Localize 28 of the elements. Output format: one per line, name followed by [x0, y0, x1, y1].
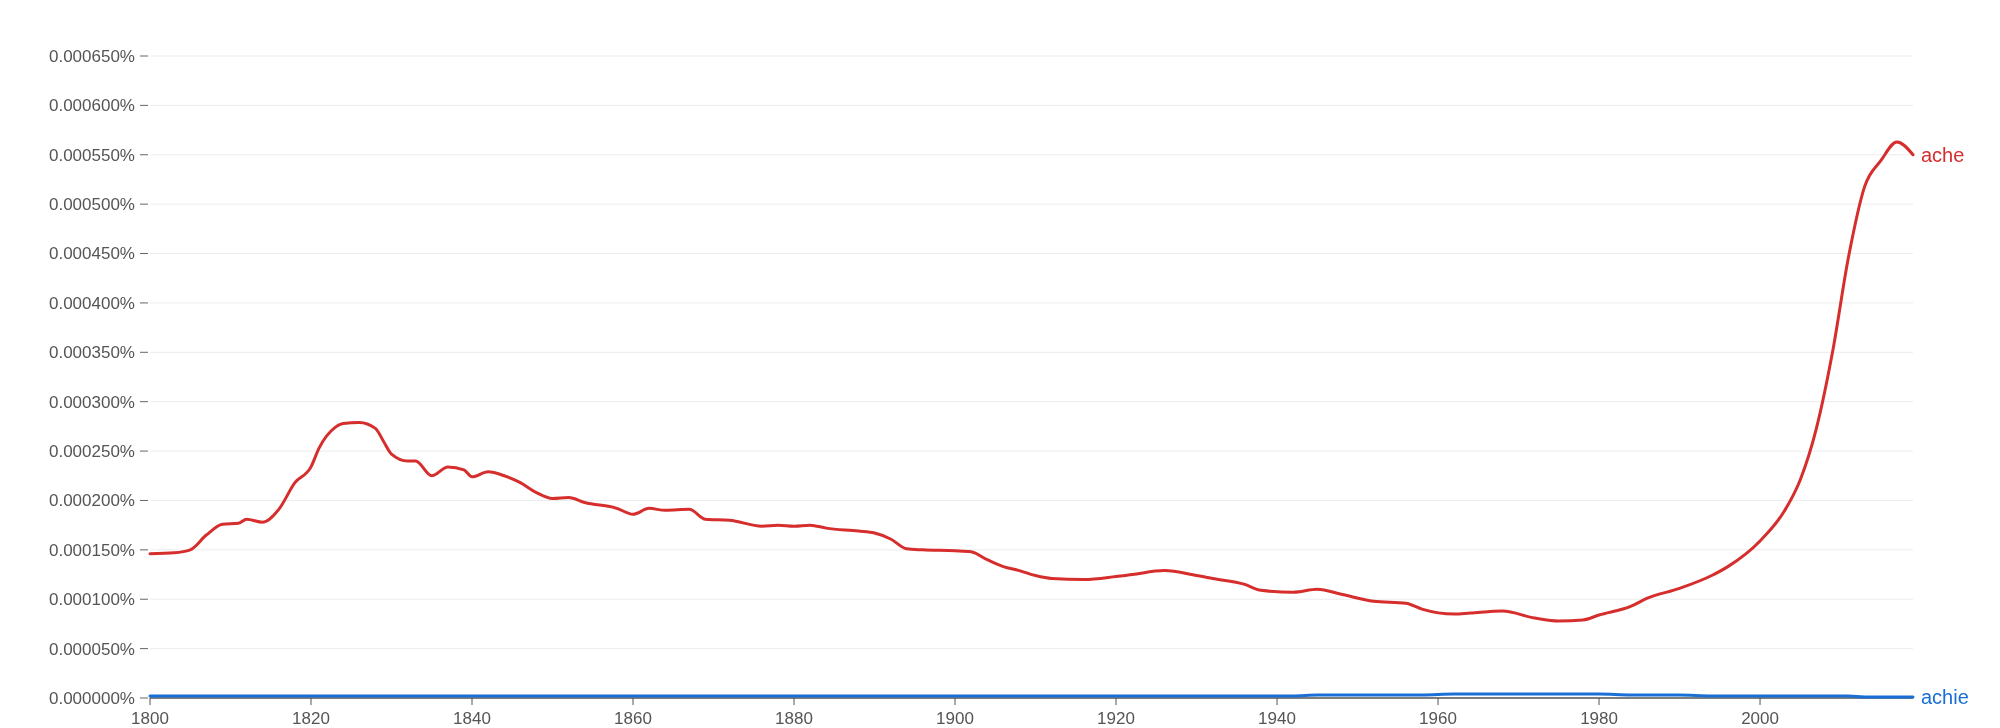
series-label: achie — [1921, 686, 1969, 709]
x-tick-label: 1820 — [292, 709, 330, 728]
x-tick-label: 1840 — [453, 709, 491, 728]
y-tick-label: 0.000500% — [48, 195, 135, 215]
x-tick-label: 1880 — [775, 709, 813, 728]
x-tick-label: 1920 — [1097, 709, 1135, 728]
x-tick-label: 2000 — [1741, 709, 1779, 728]
y-tick-label: 0.000400% — [48, 293, 135, 313]
y-tick-label: 0.000600% — [48, 96, 135, 116]
y-tick-label: 0.000450% — [48, 244, 135, 264]
y-tick-label: 0.000550% — [48, 145, 135, 165]
y-tick-label: 0.000200% — [48, 491, 135, 511]
y-tick-label: 0.000650% — [48, 46, 135, 66]
x-tick-label: 1960 — [1419, 709, 1457, 728]
y-tick-label: 0.000050% — [48, 639, 135, 659]
y-tick-label: 0.000300% — [48, 392, 135, 412]
y-tick-label: 0.000000% — [48, 688, 135, 708]
x-tick-label: 1860 — [614, 709, 652, 728]
y-tick-label: 0.000150% — [48, 540, 135, 560]
y-tick-label: 0.000100% — [48, 590, 135, 610]
x-tick-label: 1800 — [131, 709, 169, 728]
x-tick-label: 1900 — [936, 709, 974, 728]
y-tick-label: 0.000250% — [48, 442, 135, 462]
x-tick-label: 1940 — [1258, 709, 1296, 728]
series-label: ache — [1921, 143, 1965, 166]
x-tick-label: 1980 — [1580, 709, 1618, 728]
line-series — [148, 140, 1915, 623]
y-tick-label: 0.000350% — [48, 343, 135, 363]
